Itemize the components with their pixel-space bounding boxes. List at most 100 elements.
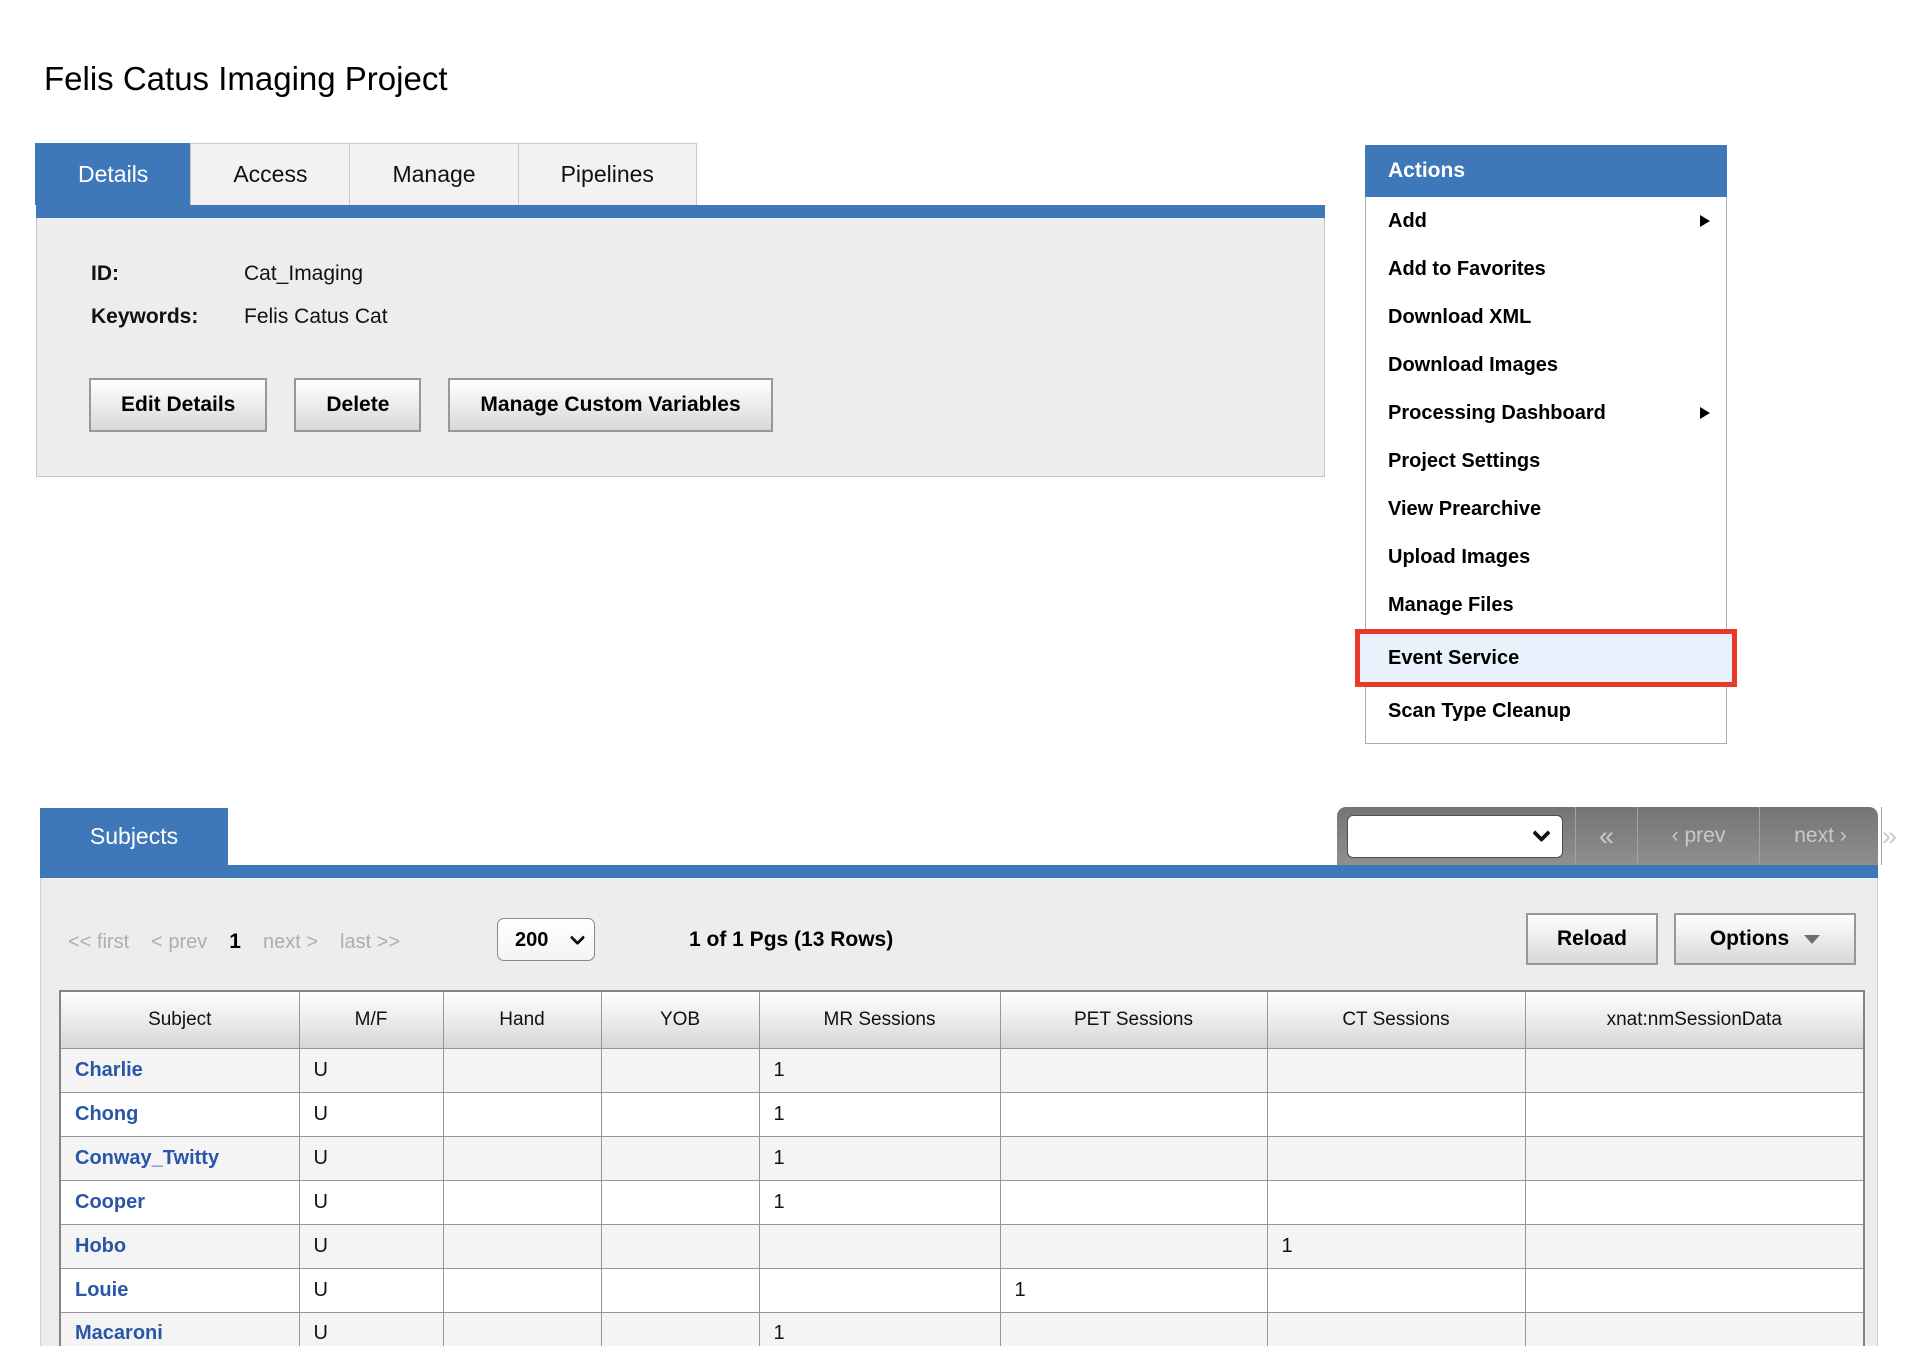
action-item-event-service[interactable]: Event Service <box>1355 629 1737 687</box>
action-item-download-images[interactable]: Download Images <box>1366 341 1726 389</box>
action-item-processing-dashboard[interactable]: Processing Dashboard <box>1366 389 1726 437</box>
nm-session-data-cell <box>1524 1223 1865 1269</box>
action-item-manage-files[interactable]: Manage Files <box>1366 581 1726 629</box>
mf-cell: U <box>298 1091 444 1137</box>
tab-underline-bar <box>36 205 1325 218</box>
action-item-label: Add <box>1388 209 1427 232</box>
page-jump-select[interactable] <box>1347 814 1563 858</box>
keywords-label: Keywords: <box>91 305 199 328</box>
subject-link[interactable]: Hobo <box>75 1234 127 1257</box>
yob-cell <box>600 1311 760 1346</box>
nm-session-data-cell <box>1524 1135 1865 1181</box>
action-item-add-to-favorites[interactable]: Add to Favorites <box>1366 245 1726 293</box>
page-size-select[interactable]: 200 <box>497 918 595 961</box>
reload-button[interactable]: Reload <box>1526 913 1658 965</box>
subject-row-hobo: Hobo U 1 <box>59 1223 1865 1269</box>
subject-row-cooper: Cooper U 1 <box>59 1179 1865 1225</box>
actions-header: Actions <box>1365 145 1727 197</box>
subject-row-louie: Louie U 1 <box>59 1267 1865 1313</box>
subject-link[interactable]: Chong <box>75 1102 139 1125</box>
edit-details-button[interactable]: Edit Details <box>89 378 268 432</box>
mf-cell: U <box>298 1267 444 1313</box>
action-item-view-prearchive[interactable]: View Prearchive <box>1366 485 1726 533</box>
page-title: Felis Catus Imaging Project <box>44 60 448 97</box>
field-row-id: ID: Cat_Imaging <box>91 262 363 286</box>
tab-manage[interactable]: Manage <box>349 143 519 205</box>
column-header-mr-sessions[interactable]: MR Sessions <box>758 990 1001 1049</box>
ct-sessions-cell <box>1266 1047 1526 1093</box>
submenu-arrow-icon <box>1700 407 1710 419</box>
mr-sessions-cell: 1 <box>758 1135 1001 1181</box>
yob-cell <box>600 1223 760 1269</box>
action-item-label: Project Settings <box>1388 449 1541 472</box>
subject-link[interactable]: Louie <box>75 1278 129 1301</box>
pager-button-[interactable]: « <box>1575 807 1637 865</box>
first-page-link[interactable]: << first <box>68 931 130 953</box>
tab-pipelines[interactable]: Pipelines <box>517 143 697 205</box>
ct-sessions-cell <box>1266 1267 1526 1313</box>
nm-session-data-cell <box>1524 1267 1865 1313</box>
hand-cell <box>442 1047 602 1093</box>
pager-button-prev[interactable]: ‹ prev <box>1637 807 1759 865</box>
mr-sessions-cell: 1 <box>758 1311 1001 1346</box>
ct-sessions-cell: 1 <box>1266 1223 1526 1269</box>
subject-row-conway-twitty: Conway_Twitty U 1 <box>59 1135 1865 1181</box>
submenu-arrow-icon <box>1700 215 1710 227</box>
prev-page-link[interactable]: < prev <box>151 931 208 953</box>
mf-cell: U <box>298 1179 444 1225</box>
pagination-summary: 1 of 1 Pgs (13 Rows) <box>689 928 894 951</box>
details-button-row: Edit Details Delete Manage Custom Variab… <box>89 378 773 432</box>
tab-details[interactable]: Details <box>35 143 192 205</box>
action-item-upload-images[interactable]: Upload Images <box>1366 533 1726 581</box>
column-header-ct-sessions[interactable]: CT Sessions <box>1266 990 1526 1049</box>
page-jump-wrap <box>1347 814 1563 858</box>
next-page-link[interactable]: next > <box>262 931 319 953</box>
column-header-pet-sessions[interactable]: PET Sessions <box>999 990 1268 1049</box>
column-header-xnat-nmsessiondata[interactable]: xnat:nmSessionData <box>1524 990 1865 1049</box>
pet-sessions-cell <box>999 1091 1268 1137</box>
hand-cell <box>442 1091 602 1137</box>
nm-session-data-cell <box>1524 1179 1865 1225</box>
project-tabs: Details Access Manage Pipelines <box>35 143 697 205</box>
last-page-link[interactable]: last >> <box>340 931 401 953</box>
pager-button-[interactable]: » <box>1881 807 1897 865</box>
nm-session-data-cell <box>1524 1091 1865 1137</box>
manage-custom-variables-button[interactable]: Manage Custom Variables <box>448 378 773 432</box>
column-header-hand[interactable]: Hand <box>442 990 602 1049</box>
action-item-label: Manage Files <box>1388 593 1514 616</box>
column-header-subject[interactable]: Subject <box>59 990 300 1049</box>
mr-sessions-cell <box>758 1223 1001 1269</box>
tab-subjects[interactable]: Subjects <box>40 808 228 865</box>
action-item-download-xml[interactable]: Download XML <box>1366 293 1726 341</box>
tab-access[interactable]: Access <box>190 143 351 205</box>
action-item-add[interactable]: Add <box>1366 197 1726 245</box>
options-button[interactable]: Options <box>1674 913 1856 965</box>
actions-menu: Actions Add Add to Favorites Download XM… <box>1355 145 1737 744</box>
subject-link[interactable]: Conway_Twitty <box>75 1146 220 1169</box>
subjects-table: Subject M/F Hand YOB MR Sessions PET Sessions… <box>59 990 1865 1346</box>
column-header-m-f[interactable]: M/F <box>298 990 444 1049</box>
hand-cell <box>442 1311 602 1346</box>
mr-sessions-cell <box>758 1267 1001 1313</box>
ct-sessions-cell <box>1266 1179 1526 1225</box>
action-item-project-settings[interactable]: Project Settings <box>1366 437 1726 485</box>
details-panel: ID: Cat_Imaging Keywords: Felis Catus Ca… <box>36 218 1325 477</box>
action-item-scan-type-cleanup[interactable]: Scan Type Cleanup <box>1366 687 1726 735</box>
pager-button-next[interactable]: next › <box>1759 807 1881 865</box>
delete-button[interactable]: Delete <box>294 378 422 432</box>
nm-session-data-cell <box>1524 1047 1865 1093</box>
subject-row-chong: Chong U 1 <box>59 1091 1865 1137</box>
current-page-indicator: 1 <box>229 930 241 953</box>
ct-sessions-cell <box>1266 1311 1526 1346</box>
column-header-yob[interactable]: YOB <box>600 990 760 1049</box>
options-button-label: Options <box>1709 927 1790 950</box>
pet-sessions-cell <box>999 1223 1268 1269</box>
id-label: ID: <box>91 262 119 285</box>
pager-buttons: «‹ prev next ›» <box>1575 807 1897 865</box>
subject-link[interactable]: Cooper <box>75 1190 145 1213</box>
ct-sessions-cell <box>1266 1135 1526 1181</box>
subject-link[interactable]: Macaroni <box>75 1322 163 1345</box>
mr-sessions-cell: 1 <box>758 1091 1001 1137</box>
subject-link[interactable]: Charlie <box>75 1058 143 1081</box>
keywords-value: Felis Catus Cat <box>244 305 388 328</box>
